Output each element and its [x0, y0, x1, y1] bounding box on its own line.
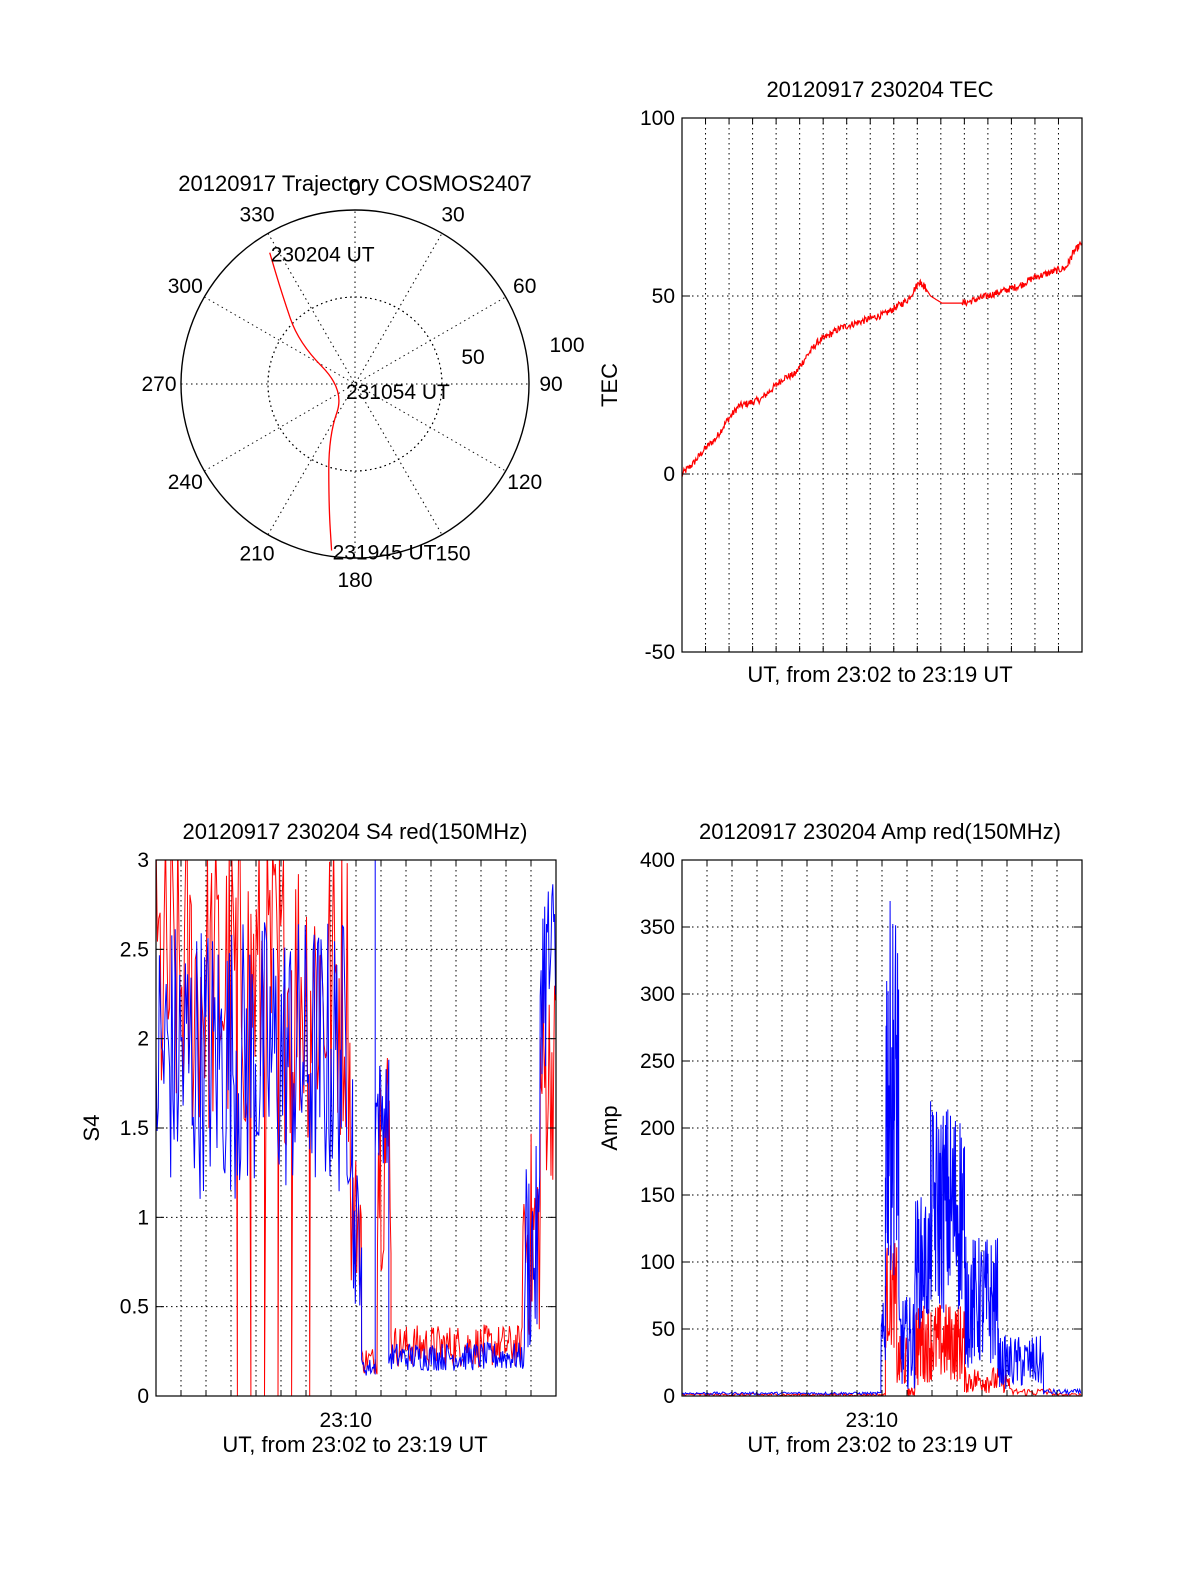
- amp-y-ticks: 0 50 100 150 200 250 300 350 400: [640, 849, 1082, 1408]
- trajectory-line: [269, 252, 340, 551]
- tec-title: 20120917 230204 TEC: [766, 77, 993, 102]
- trajectory-annotations: 230204 UT 231054 UT 231945 UT: [271, 244, 450, 565]
- azimuth-label: 150: [435, 543, 470, 566]
- y-tick-label: 2: [137, 1028, 149, 1051]
- y-tick-label: 150: [640, 1184, 675, 1207]
- azimuth-label: 300: [168, 275, 203, 298]
- radial-label: 100: [549, 334, 584, 357]
- y-tick-label: 50: [652, 1318, 675, 1341]
- y-tick-label: 100: [640, 107, 675, 130]
- y-tick-label: 350: [640, 916, 675, 939]
- trajectory-panel: 20120917 Trajectory COSMOS2407 0 30 60 90 12…: [141, 171, 584, 592]
- y-tick-label: 3: [137, 849, 149, 872]
- x-tick-label: 23:10: [846, 1409, 899, 1432]
- y-tick-label: 2.5: [120, 938, 149, 961]
- polar-radial-labels: 50 100: [461, 334, 584, 369]
- trajectory-annotation: 230204 UT: [271, 244, 375, 267]
- tec-frame: [681, 117, 1083, 653]
- y-tick-label: 200: [640, 1117, 675, 1140]
- y-tick-label: 1: [137, 1206, 149, 1229]
- amp-x-ticks: 23:10: [846, 1409, 899, 1432]
- s4-panel: 20120917 230204 S4 red(150MHz) 0 0.5 1 1.5 2…: [79, 819, 557, 1457]
- tec-line: [681, 240, 1083, 478]
- polar-azimuth-labels: 0 30 60 90 120 150 180 210 240 270 300 330: [141, 177, 562, 592]
- s4-grid: [156, 860, 556, 1396]
- blue-series-line: [682, 900, 1082, 1396]
- s4-xlabel: UT, from 23:02 to 23:19 UT: [222, 1432, 487, 1457]
- trajectory-series: [269, 252, 340, 551]
- azimuth-label: 180: [337, 569, 372, 592]
- amp-title: 20120917 230204 Amp red(150MHz): [699, 819, 1061, 844]
- s4-ylabel: S4: [79, 1115, 104, 1142]
- trajectory-title: 20120917 Trajectory COSMOS2407: [178, 171, 531, 196]
- polar-spoke: [267, 233, 443, 535]
- amp-panel: 20120917 230204 Amp red(150MHz) 0 50 100 15…: [597, 819, 1083, 1457]
- y-tick-label: 0: [663, 463, 675, 486]
- tec-ylabel: TEC: [597, 363, 622, 407]
- s4-series: [156, 860, 556, 1396]
- azimuth-label: 60: [513, 275, 536, 298]
- amp-xlabel: UT, from 23:02 to 23:19 UT: [747, 1432, 1012, 1457]
- s4-y-ticks: 0 0.5 1 1.5 2 2.5 3: [120, 849, 556, 1408]
- y-tick-label: 250: [640, 1050, 675, 1073]
- y-tick-label: 0: [137, 1385, 149, 1408]
- azimuth-label: 330: [239, 203, 274, 226]
- red-series-line: [682, 1243, 1082, 1396]
- polar-spoke: [204, 296, 506, 472]
- azimuth-label: 210: [239, 543, 274, 566]
- red-series-line: [156, 860, 556, 1396]
- trajectory-annotation: 231054 UT: [346, 381, 450, 404]
- s4-title: 20120917 230204 S4 red(150MHz): [183, 819, 528, 844]
- s4-x-ticks: 23:10: [320, 1409, 373, 1432]
- y-tick-label: 1.5: [120, 1117, 149, 1140]
- azimuth-label: 240: [168, 471, 203, 494]
- amp-grid: [682, 860, 1082, 1396]
- y-tick-label: 100: [640, 1251, 675, 1274]
- blue-series-line: [156, 860, 556, 1376]
- polar-spoke: [267, 233, 443, 535]
- x-tick-label: 23:10: [320, 1409, 373, 1432]
- azimuth-label: 270: [141, 373, 176, 396]
- azimuth-label: 120: [507, 471, 542, 494]
- y-tick-label: 0.5: [120, 1296, 149, 1319]
- y-tick-label: 50: [652, 285, 675, 308]
- tec-y-ticks: -50 0 50 100: [640, 107, 1082, 664]
- y-tick-label: 400: [640, 849, 675, 872]
- amp-ylabel: Amp: [597, 1105, 622, 1150]
- tec-xlabel: UT, from 23:02 to 23:19 UT: [747, 662, 1012, 687]
- y-tick-label: 300: [640, 983, 675, 1006]
- radial-label: 50: [461, 346, 484, 369]
- y-tick-label: 0: [663, 1385, 675, 1408]
- tec-series: [681, 240, 1083, 478]
- trajectory-annotation: 231945 UT: [333, 542, 437, 565]
- polar-spoke: [204, 296, 506, 472]
- tec-grid: [682, 118, 1082, 652]
- azimuth-label: 90: [539, 373, 562, 396]
- azimuth-label: 0: [349, 177, 361, 200]
- polar-grid: [180, 209, 530, 559]
- amp-series: [682, 900, 1082, 1396]
- tec-panel: 20120917 230204 TEC -50 0 50 100 UT, from 2…: [597, 77, 1083, 687]
- y-tick-label: -50: [645, 641, 675, 664]
- azimuth-label: 30: [441, 203, 464, 226]
